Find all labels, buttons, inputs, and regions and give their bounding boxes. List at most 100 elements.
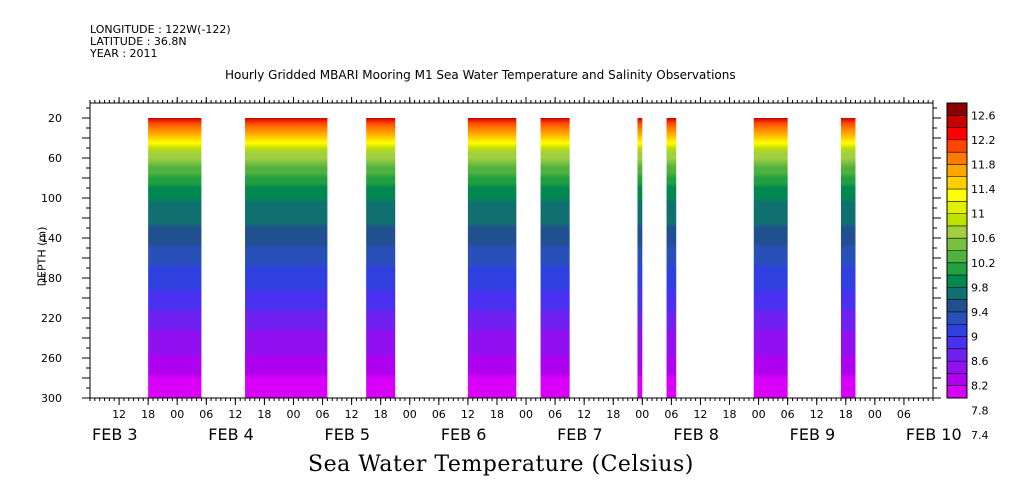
colorbar-swatch [947,324,967,338]
colorbar-swatch [947,250,967,264]
axes: 12 18 00 06 12 18 00 06 12 18 00 06 12 18 00 06 12 18 00 06… [41,97,962,444]
data-segment-6 [637,118,643,398]
x-tick-label: 18 [839,408,853,421]
data-segment-7 [666,118,677,398]
x-tick-label: 06 [664,408,678,421]
colorbar-swatch [947,336,967,350]
colorbar-label: 7.4 [971,429,989,442]
x-tick-label: 18 [374,408,388,421]
x-tick-label: 06 [781,408,795,421]
colorbar-swatch [947,176,967,190]
x-tick-label: 18 [257,408,271,421]
x-tick-label: 00 [752,408,766,421]
year-label: YEAR : 2011 [90,47,158,60]
data-segment-3 [366,118,396,398]
y-tick-label: 260 [41,352,62,365]
colorbar-swatch [947,287,967,301]
x-tick-label: 12 [461,408,475,421]
day-label: FEB 3 [92,425,138,444]
x-tick-label: 06 [897,408,911,421]
x-tick-label: 00 [519,408,533,421]
colorbar-label: 10.2 [971,257,996,270]
data-segment-4 [467,118,517,398]
x-tick-label: 18 [606,408,620,421]
colorbar-swatch [947,152,967,165]
x-tick-label: 00 [403,408,417,421]
colorbar-swatch [947,225,967,239]
colorbar-swatch [947,238,967,251]
x-tick-label: 06 [316,408,330,421]
data-segment-2 [245,118,328,398]
x-axis-label: Sea Water Temperature (Celsius) [308,452,694,477]
colorbar-swatch [947,262,967,276]
colorbar-swatch [947,115,967,129]
colorbar-swatch [947,348,967,362]
x-tick-label: 12 [693,408,707,421]
day-label: FEB 8 [673,425,719,444]
x-tick-label: 18 [490,408,504,421]
y-tick-label: 220 [41,312,62,325]
colorbar-swatch [947,361,967,374]
x-tick-label: 12 [345,408,359,421]
colorbar-label: 11 [971,208,985,221]
colorbar-swatch [947,299,967,313]
colorbar-swatch [947,213,967,227]
colorbar: 12.6 12.2 11.8 11.4 11 10.6 10.2 9.8 9.4 9 8.6 8.2 7… [946,102,996,442]
x-tick-label: 18 [141,408,155,421]
plot-area [148,118,856,398]
colorbar-swatch [947,311,967,325]
data-segment-1 [148,118,202,398]
y-tick-label: 60 [48,152,62,165]
x-tick-label: 06 [199,408,213,421]
x-tick-label: 12 [112,408,126,421]
day-label: FEB 4 [208,425,254,444]
y-tick-label: 20 [48,112,62,125]
day-label: FEB 10 [906,425,962,444]
colorbar-label: 11.4 [971,183,996,196]
colorbar-swatch [947,385,967,399]
x-tick-label: 18 [723,408,737,421]
longitude-label: LONGITUDE : 122W(-122) [90,23,231,36]
colorbar-label: 8.2 [971,380,989,393]
colorbar-swatch [947,373,967,387]
colorbar-swatch [947,139,967,153]
x-tick-label: 00 [286,408,300,421]
x-tick-label: 12 [577,408,591,421]
data-segment-9 [840,118,856,398]
day-label: FEB 6 [441,425,487,444]
colorbar-swatch [947,103,967,116]
colorbar-swatch [947,164,967,178]
day-label: FEB 5 [325,425,371,444]
day-label: FEB 7 [557,425,603,444]
data-segment-8 [753,118,788,398]
colorbar-label: 8.6 [971,355,989,368]
y-tick-label: 140 [41,232,62,245]
colorbar-swatch [947,201,967,215]
x-tick-label: 12 [810,408,824,421]
x-tick-label: 12 [228,408,242,421]
colorbar-swatch [947,275,967,288]
day-label: FEB 9 [790,425,836,444]
x-tick-label: 00 [170,408,184,421]
colorbar-label: 9.4 [971,306,989,319]
colorbar-label: 11.8 [971,158,996,171]
y-tick-label: 300 [41,392,62,405]
chart-title: Hourly Gridded MBARI Mooring M1 Sea Wate… [225,68,736,82]
colorbar-label: 12.6 [971,109,996,122]
colorbar-label: 10.6 [971,232,996,245]
colorbar-label: 7.8 [971,404,989,417]
data-segment-5 [540,118,570,398]
latitude-label: LATITUDE : 36.8N [90,35,187,48]
colorbar-swatch [947,127,967,141]
x-tick-label: 00 [868,408,882,421]
x-tick-label: 06 [548,408,562,421]
x-tick-label: 06 [432,408,446,421]
colorbar-label: 9 [971,331,978,344]
colorbar-swatch [947,189,967,202]
colorbar-label: 12.2 [971,134,996,147]
x-tick-label: 00 [635,408,649,421]
y-tick-label: 180 [41,272,62,285]
colorbar-label: 9.8 [971,281,989,294]
y-tick-label: 100 [41,192,62,205]
